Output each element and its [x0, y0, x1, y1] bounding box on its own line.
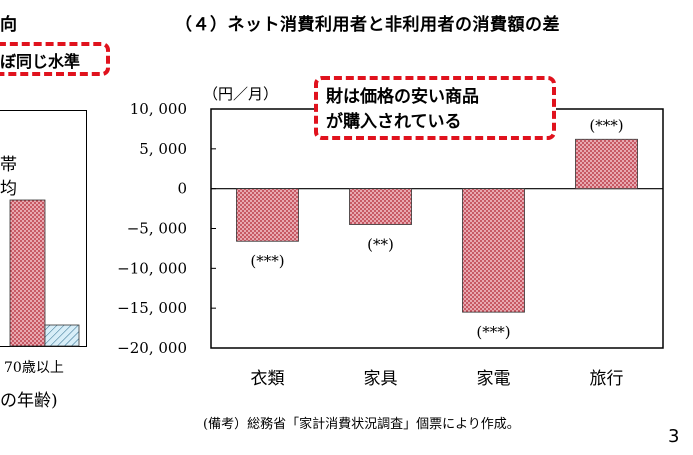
significance-label: (***): [589, 116, 623, 134]
significance-label: (**): [367, 236, 394, 254]
source-note: (備考）総務省「家計消費状況調査」個票により作成。: [203, 417, 520, 432]
x-category-label: 衣類: [251, 369, 285, 389]
y-tick-label: 5, 000: [139, 140, 187, 158]
chart-title: （４）ネット消費利用者と非利用者の消費額の差: [175, 15, 560, 35]
y-tick-label: −15, 000: [117, 299, 187, 317]
y-tick-label: 0: [177, 180, 187, 198]
y-tick-label: −10, 000: [117, 259, 187, 277]
right-callout-line-1: 財は価格の安い商品: [326, 87, 479, 107]
left-bar-red: [9, 199, 46, 347]
y-tick-label: −20, 000: [117, 339, 187, 357]
y-tick-label: 10, 000: [130, 100, 187, 118]
x-category-label: 家電: [477, 369, 511, 389]
page-number: 3: [668, 426, 680, 447]
x-category-label: 家具: [364, 369, 398, 389]
right-callout-line-2: が購入されている: [326, 112, 462, 132]
y-axis-unit-label: （円／月）: [203, 85, 279, 103]
significance-label: (***): [250, 252, 284, 270]
significance-label: (***): [476, 323, 510, 341]
left-category-label: 70歳以上: [4, 360, 64, 376]
bar-4: [575, 138, 638, 190]
left-legend-fragment-2: 均: [0, 179, 17, 199]
left-callout-text: ぼ同じ水準: [0, 52, 81, 71]
left-chart-bars: [9, 199, 80, 347]
right-callout: 財は価格の安い商品 が購入されている: [314, 76, 556, 140]
bar-1: [236, 188, 299, 242]
x-category-label: 旅行: [590, 369, 624, 389]
left-heading-fragment: 向: [0, 15, 17, 35]
left-bar-hatched: [44, 324, 80, 347]
left-legend-fragment-1: 帯: [0, 155, 17, 175]
bar-3: [462, 188, 525, 313]
left-axis-label-fragment: の年齢): [0, 391, 58, 411]
bar-2: [349, 188, 412, 225]
y-tick-label: −5, 000: [127, 220, 187, 238]
left-callout: ぼ同じ水準: [0, 42, 110, 76]
left-chart-frame: [0, 110, 87, 347]
